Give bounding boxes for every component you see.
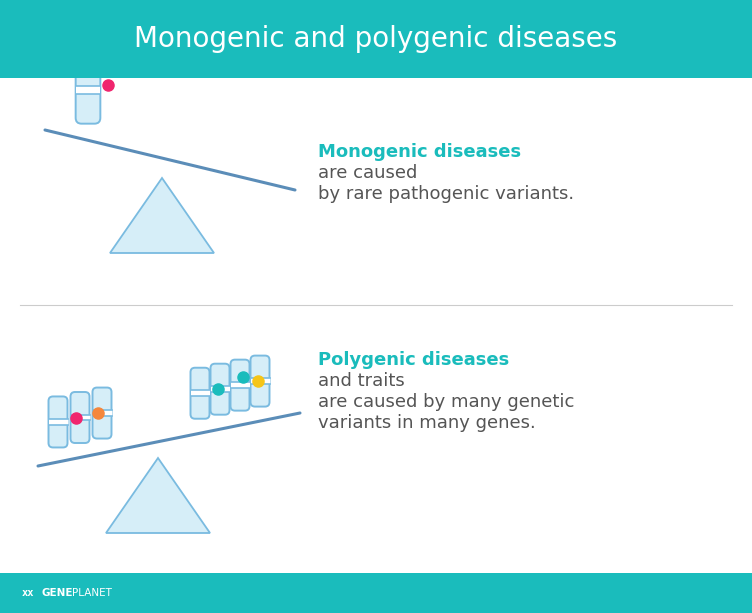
Polygon shape [106, 458, 210, 533]
FancyBboxPatch shape [76, 57, 100, 124]
Text: are caused by many genetic: are caused by many genetic [318, 393, 575, 411]
FancyBboxPatch shape [211, 364, 229, 414]
Text: Polygenic diseases: Polygenic diseases [318, 351, 509, 369]
Bar [0, 0, 752, 78]
Text: variants in many genes.: variants in many genes. [318, 414, 535, 432]
Text: are caused: are caused [318, 164, 417, 182]
Text: PLANET: PLANET [72, 588, 112, 598]
FancyBboxPatch shape [48, 397, 68, 447]
Text: by rare pathogenic variants.: by rare pathogenic variants. [318, 185, 574, 203]
FancyBboxPatch shape [92, 387, 111, 438]
Bar [71, 414, 89, 421]
Text: GENE: GENE [42, 588, 74, 598]
Text: Monogenic and polygenic diseases: Monogenic and polygenic diseases [135, 25, 617, 53]
Bar [76, 86, 100, 94]
Bar [190, 390, 210, 396]
FancyBboxPatch shape [231, 360, 250, 411]
Bar [250, 378, 269, 384]
Bar [92, 410, 111, 416]
Bar [211, 386, 229, 392]
Text: and traits: and traits [318, 372, 405, 390]
FancyBboxPatch shape [71, 392, 89, 443]
Text: Monogenic diseases: Monogenic diseases [318, 143, 521, 161]
Bar [0, 573, 752, 613]
Polygon shape [110, 178, 214, 253]
Bar [231, 382, 250, 388]
Bar [48, 419, 68, 425]
FancyBboxPatch shape [250, 356, 269, 406]
FancyBboxPatch shape [190, 368, 210, 419]
Text: xx: xx [22, 588, 35, 598]
